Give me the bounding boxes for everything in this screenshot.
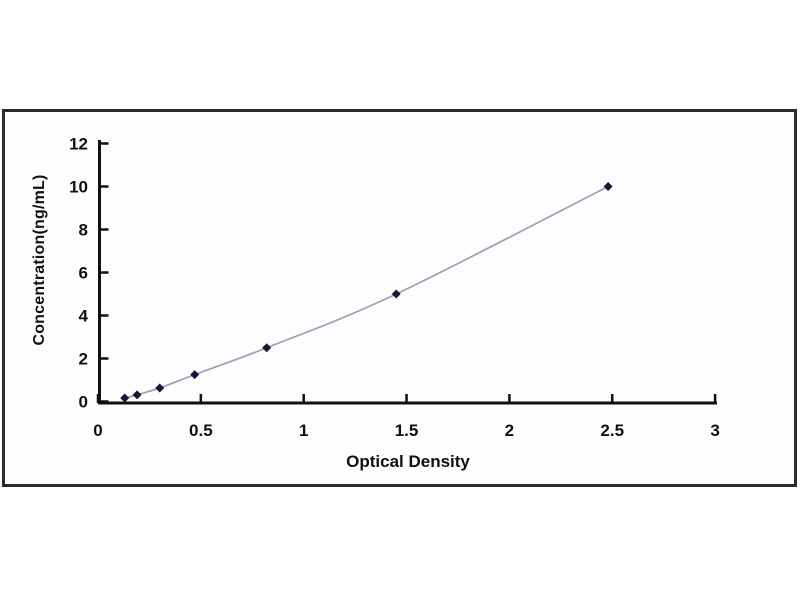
data-point-marker	[120, 393, 130, 403]
y-tick-label: 6	[79, 264, 88, 283]
data-point-marker	[603, 182, 613, 191]
x-tick-label: 0	[93, 421, 102, 440]
x-tick-label: 1	[299, 421, 308, 440]
axis-spine	[98, 140, 717, 405]
y-tick-label: 2	[79, 350, 88, 369]
y-tick-label: 8	[79, 221, 88, 240]
y-tick-label: 4	[79, 307, 89, 326]
y-axis-title: Concentration(ng/mL)	[31, 174, 48, 346]
y-tick-label: 10	[69, 178, 88, 197]
data-point-marker	[190, 370, 200, 380]
data-point-marker	[391, 289, 401, 299]
chart-frame	[2, 109, 797, 487]
x-tick-label: 0.5	[189, 421, 213, 440]
data-point-marker	[155, 383, 165, 393]
standard-curve-line	[124, 185, 609, 399]
data-point-marker	[132, 390, 142, 400]
y-tick-label: 0	[79, 393, 88, 412]
x-tick-label: 1.5	[395, 421, 419, 440]
x-tick-label: 2	[505, 421, 514, 440]
x-axis-title: Optical Density	[346, 452, 470, 471]
data-point-marker	[262, 343, 272, 353]
x-tick-label: 3	[710, 421, 719, 440]
x-tick-label: 2.5	[600, 421, 624, 440]
y-tick-label: 12	[69, 135, 88, 154]
